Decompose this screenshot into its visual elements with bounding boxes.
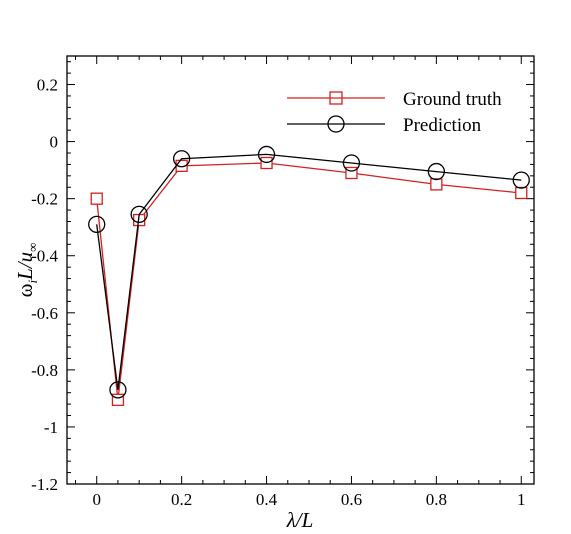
y-axis-title: ωiL/u∞	[13, 243, 40, 298]
minor-ticks	[67, 56, 534, 484]
data-point-prediction	[172, 150, 191, 168]
x-tick-label: 1	[517, 490, 526, 509]
series-prediction	[88, 145, 530, 399]
data-point-prediction	[109, 381, 127, 399]
data-point-prediction	[427, 162, 446, 181]
legend-label-prediction: Prediction	[403, 115, 482, 136]
y-tick-label: -0.6	[31, 304, 58, 323]
legend-item-prediction: Prediction	[287, 115, 482, 136]
y-tick-label: -1.2	[31, 475, 58, 494]
legend-circle-marker-icon	[327, 115, 345, 133]
legend-label-ground-truth: Ground truth	[403, 89, 502, 110]
major-ticks	[67, 56, 534, 485]
legend-item-ground-truth: Ground truth	[287, 89, 502, 110]
y-axis-title-u: u	[13, 252, 37, 263]
x-tick-label: 0.4	[256, 490, 278, 509]
x-tick-label: 0.6	[341, 490, 362, 509]
data-point-ground-truth	[430, 178, 443, 191]
data-point-prediction	[342, 154, 361, 172]
x-tick-label: 0.8	[426, 490, 447, 509]
y-axis-title-L: L/	[13, 260, 37, 281]
series-ground-truth	[90, 156, 528, 406]
y-axis-title-subscript-infinity: ∞	[25, 243, 40, 252]
data-point-prediction	[512, 171, 530, 189]
legend: Ground truth Prediction	[287, 89, 502, 136]
y-axis-title-subscript-i: i	[25, 280, 40, 284]
series-line-ground-truth	[96, 162, 522, 400]
y-tick-label: 0.2	[37, 76, 58, 95]
x-tick-label: 0.2	[171, 490, 192, 509]
data-point-ground-truth	[515, 186, 528, 200]
y-tick-label: -0.4	[31, 247, 58, 266]
data-point-ground-truth	[111, 393, 125, 406]
data-point-prediction	[88, 215, 106, 233]
data-point-prediction	[257, 145, 276, 164]
series-layer	[88, 145, 530, 406]
y-tick-label: -0.2	[31, 190, 58, 209]
data-point-prediction	[130, 205, 148, 224]
tick-labels: 0 0.2 0.4 0.6 0.8 1 0.2 0 -0.2 -0.4 -0.6 -0.8 -1 -1.2	[31, 76, 525, 509]
y-tick-label: -1	[44, 418, 58, 437]
data-point-ground-truth	[345, 166, 358, 180]
plot-frame	[66, 55, 535, 485]
x-tick-label: 0	[92, 490, 101, 509]
y-tick-label: -0.8	[31, 361, 58, 380]
legend-square-marker-icon	[329, 91, 343, 105]
data-point-ground-truth	[90, 192, 103, 205]
y-tick-label: 0	[50, 133, 59, 152]
y-axis-title-omega: ω	[13, 284, 37, 298]
series-line-prediction	[96, 153, 522, 390]
x-axis-title: λ/L	[286, 508, 314, 532]
